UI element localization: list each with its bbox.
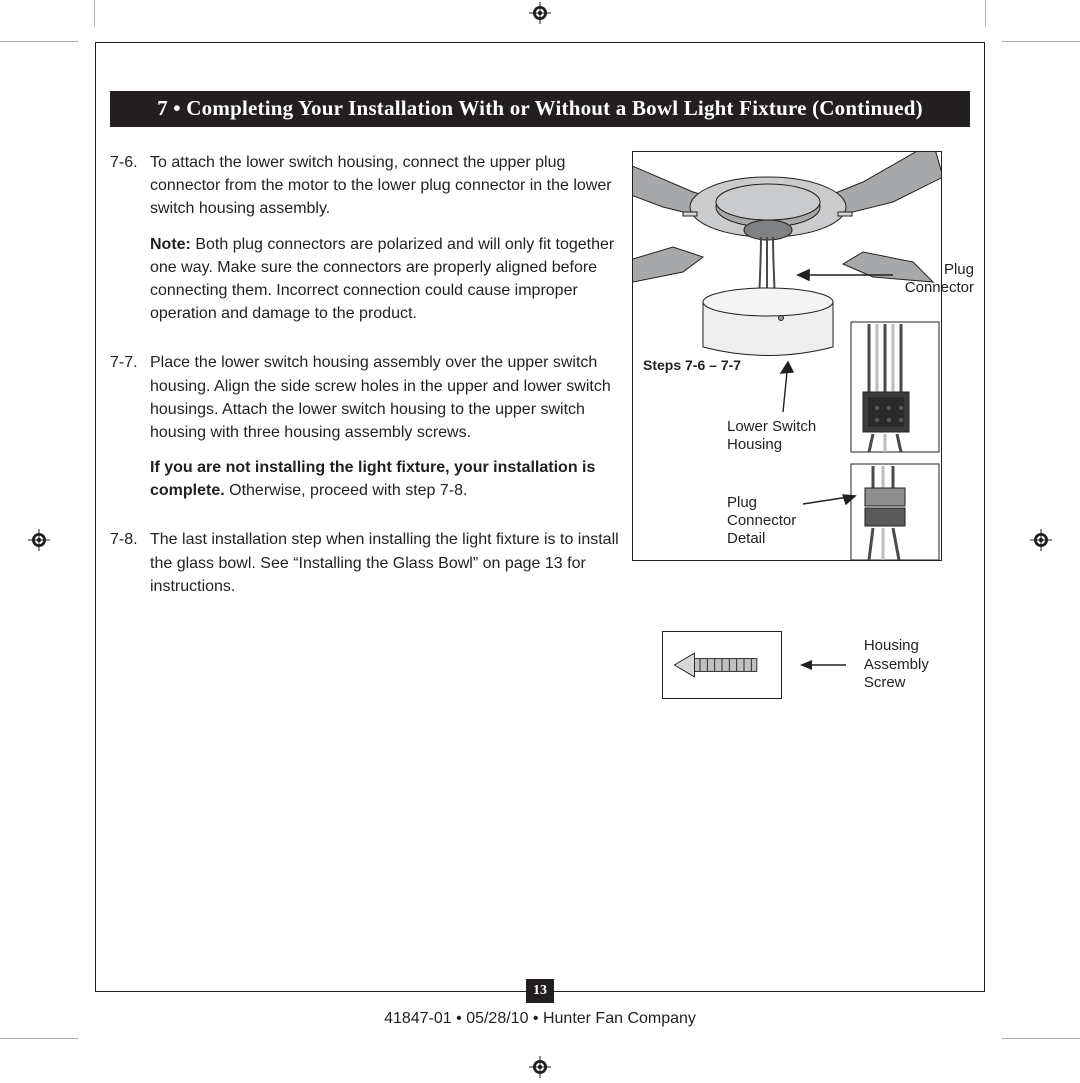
step-number: 7-6. xyxy=(110,151,150,337)
figure-caption: Steps 7-6 – 7-7 xyxy=(643,357,741,373)
crop-mark xyxy=(985,0,986,26)
step-text: To attach the lower switch housing, conn… xyxy=(150,151,620,221)
screw-label-text: HousingAssembly Screw xyxy=(864,637,929,692)
callout-plug-connector: PlugConnector xyxy=(904,261,974,297)
step-tail: Otherwise, proceed with step 7-8. xyxy=(225,482,468,499)
page-frame: 7 • Completing Your Installation With or… xyxy=(95,42,985,992)
step-body: The last installation step when installi… xyxy=(150,528,620,610)
note-text: Both plug connectors are polarized and w… xyxy=(150,236,614,323)
step-7-8: 7-8. The last installation step when ins… xyxy=(110,528,620,610)
page-number: 13 xyxy=(526,979,554,1003)
instruction-column: 7-6. To attach the lower switch housing,… xyxy=(110,151,620,624)
figure-main: Steps 7-6 – 7-7 Lower SwitchHousing Plug… xyxy=(632,151,942,561)
callout-screw: HousingAssembly Screw xyxy=(864,637,970,693)
crop-mark xyxy=(1002,41,1080,42)
registration-mark-icon xyxy=(529,2,551,24)
figure-screw xyxy=(662,631,782,699)
figure-column: Steps 7-6 – 7-7 Lower SwitchHousing Plug… xyxy=(632,151,970,624)
step-note: Note: Both plug connectors are polarized… xyxy=(150,233,620,326)
step-7-6: 7-6. To attach the lower switch housing,… xyxy=(110,151,620,337)
registration-mark-icon xyxy=(28,529,50,551)
step-body: Place the lower switch housing assembly … xyxy=(150,351,620,514)
crop-mark xyxy=(1002,1038,1080,1039)
callout-lower-switch-housing: Lower SwitchHousing xyxy=(727,418,827,454)
callout-plug-connector-detail: PlugConnectorDetail xyxy=(727,494,817,548)
step-number: 7-7. xyxy=(110,351,150,514)
step-7-7: 7-7. Place the lower switch housing asse… xyxy=(110,351,620,514)
content-area: 7-6. To attach the lower switch housing,… xyxy=(96,127,984,624)
registration-mark-icon xyxy=(1030,529,1052,551)
step-text: The last installation step when installi… xyxy=(150,528,620,598)
crop-mark xyxy=(94,0,95,26)
note-label: Note: xyxy=(150,236,191,253)
registration-mark-icon xyxy=(529,1056,551,1078)
section-heading: 7 • Completing Your Installation With or… xyxy=(110,91,970,127)
step-text: Place the lower switch housing assembly … xyxy=(150,351,620,444)
step-body: To attach the lower switch housing, conn… xyxy=(150,151,620,337)
arrow-icon xyxy=(800,658,846,672)
step-number: 7-8. xyxy=(110,528,150,610)
crop-mark xyxy=(0,1038,78,1039)
figure-screw-group: HousingAssembly Screw xyxy=(662,631,970,699)
step-text: If you are not installing the light fixt… xyxy=(150,456,620,502)
footer-text: 41847-01 • 05/28/10 • Hunter Fan Company xyxy=(0,1010,1080,1028)
crop-mark xyxy=(0,41,78,42)
